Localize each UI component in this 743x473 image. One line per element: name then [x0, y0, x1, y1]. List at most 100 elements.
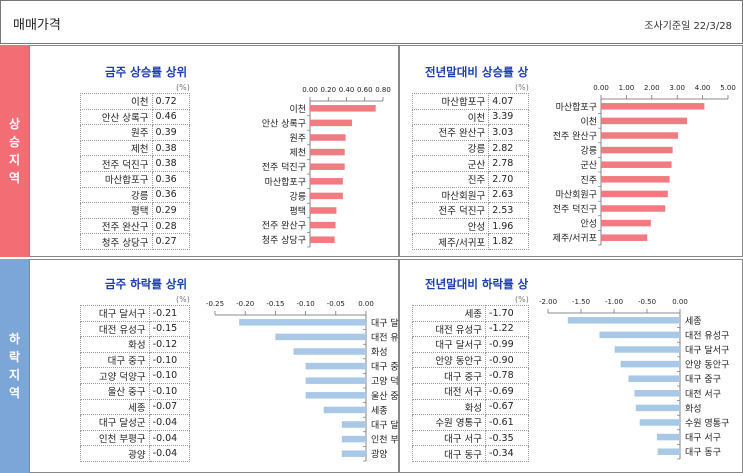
- bar: [310, 148, 345, 156]
- region-name: 대구 달서구: [411, 336, 487, 353]
- category-label: 원주: [289, 133, 306, 144]
- change-value: 0.36: [152, 171, 191, 188]
- category-label: 대전 서구: [685, 389, 721, 400]
- region-name: 이천: [411, 109, 490, 126]
- chart-title: 전년말대비 상승률 상: [425, 65, 529, 79]
- bar: [601, 205, 666, 212]
- category-label: 대전 유성구: [685, 330, 729, 341]
- region-name: 전주 덕진구: [80, 155, 153, 172]
- tick-label: 4.00: [695, 84, 711, 92]
- table-row: 마산합포구 0.36: [80, 171, 191, 188]
- change-value: 0.38: [152, 155, 191, 172]
- table-row: 마산회원구 2.63: [411, 187, 529, 204]
- category-label: 안양 동안구: [685, 360, 729, 371]
- table-row: 대구 중구 -0.78: [411, 367, 529, 384]
- category-label: 대구 동구: [685, 447, 721, 458]
- region-name: 대구 동구: [411, 445, 487, 462]
- change-value: -0.69: [485, 383, 529, 400]
- category-label: 대구 서구: [685, 433, 721, 444]
- table-row: 인천 부평구 -0.04: [80, 430, 191, 447]
- tick-label: 0.80: [375, 86, 391, 94]
- page-header: 매매가격 조사기준일 22/3/28: [0, 0, 743, 44]
- survey-date: 조사기준일 22/3/28: [644, 21, 732, 32]
- bar: [323, 406, 366, 414]
- table-row: 수원 영통구 -0.61: [411, 414, 529, 431]
- side-char: 지: [8, 368, 21, 382]
- table-row: 강릉 2.82: [411, 140, 529, 157]
- table-row: 광양 -0.04: [80, 445, 191, 462]
- change-value: 1.82: [488, 233, 529, 250]
- region-name: 평택: [80, 202, 153, 219]
- side-char: 역: [8, 171, 21, 185]
- table-row: 대구 달성군 -0.04: [80, 414, 191, 431]
- bar: [310, 221, 336, 229]
- change-value: 0.46: [152, 109, 191, 126]
- change-value: -0.04: [149, 414, 191, 431]
- bar: [601, 234, 648, 241]
- change-value: -0.12: [149, 336, 191, 353]
- region-name: 제주/서귀포: [411, 233, 490, 250]
- bar: [656, 433, 680, 441]
- tick-label: 5.00: [720, 84, 736, 92]
- rank-table: 이천 0.72 안산 상록구 0.46 원주 0.39 제천 0.38 전주 덕진구 0.38 마산…: [80, 93, 191, 250]
- tick-label: 0.20: [320, 86, 336, 94]
- side-char: 승: [8, 135, 21, 149]
- region-name: 광양: [80, 445, 150, 462]
- change-value: -1.70: [485, 305, 529, 322]
- region-name: 대구 달성군: [80, 414, 150, 431]
- region-name: 이천: [80, 93, 153, 110]
- change-value: 0.38: [152, 140, 191, 157]
- side-char: 상: [8, 117, 21, 131]
- category-label: 강릉: [289, 191, 306, 202]
- change-value: -0.15: [149, 321, 191, 338]
- bar: [310, 119, 352, 127]
- region-name: 안양 동안구: [411, 352, 487, 369]
- bar: [275, 333, 366, 341]
- table-row: 세종 -0.07: [80, 399, 191, 416]
- category-label: 평택: [289, 206, 306, 217]
- region-name: 대전 유성구: [411, 321, 487, 338]
- chart-title: 금주 하락률 상위: [105, 277, 188, 291]
- bar: [601, 190, 668, 198]
- side-label-falling: 하 락 지 역: [0, 259, 29, 473]
- region-name: 강릉: [411, 140, 490, 157]
- region-name: 청주 상당구: [80, 233, 153, 250]
- tick-label: -2.00: [539, 298, 557, 306]
- region-name: 고양 덕양구: [80, 367, 150, 384]
- tick-label: -0.05: [327, 300, 345, 308]
- unit-label: (%): [515, 295, 529, 304]
- table-row: 대구 달서구 -0.21: [80, 305, 191, 322]
- change-value: 0.36: [152, 187, 191, 204]
- change-value: 0.39: [152, 124, 191, 141]
- bar: [601, 219, 651, 227]
- bar: [620, 360, 680, 368]
- change-value: -0.61: [485, 414, 529, 431]
- category-label: 화성: [371, 347, 388, 358]
- region-name: 화성: [411, 399, 487, 416]
- category-label: 진주: [580, 175, 597, 186]
- category-label: 제천: [289, 148, 306, 159]
- category-label: 울산 중구: [371, 391, 407, 402]
- category-label: 광양: [371, 448, 388, 460]
- unit-label: (%): [176, 295, 190, 304]
- change-value: -0.78: [485, 367, 529, 384]
- change-value: 4.07: [488, 93, 529, 110]
- change-value: -1.22: [485, 321, 529, 338]
- tick-label: 0.00: [593, 84, 609, 92]
- region-name: 대전 서구: [411, 383, 487, 400]
- bar: [601, 103, 705, 110]
- region-name: 전주 완산구: [411, 124, 490, 141]
- region-name: 대구 달서구: [80, 305, 150, 322]
- change-value: 2.70: [488, 171, 529, 188]
- category-label: 안산 상록구: [262, 118, 306, 129]
- change-value: -0.04: [149, 430, 191, 447]
- change-value: 1.96: [488, 218, 529, 235]
- rank-table: 마산합포구 4.07 이천 3.39 전주 완산구 3.03 강릉 2.82 군산 2.78 진주 2…: [411, 93, 529, 250]
- change-value: -0.99: [485, 336, 529, 353]
- change-value: -0.67: [485, 399, 529, 416]
- change-value: 0.29: [152, 202, 191, 219]
- tick-label: 0.00: [358, 300, 374, 308]
- region-name: 제천: [80, 140, 153, 157]
- table-row: 군산 2.78: [411, 155, 529, 172]
